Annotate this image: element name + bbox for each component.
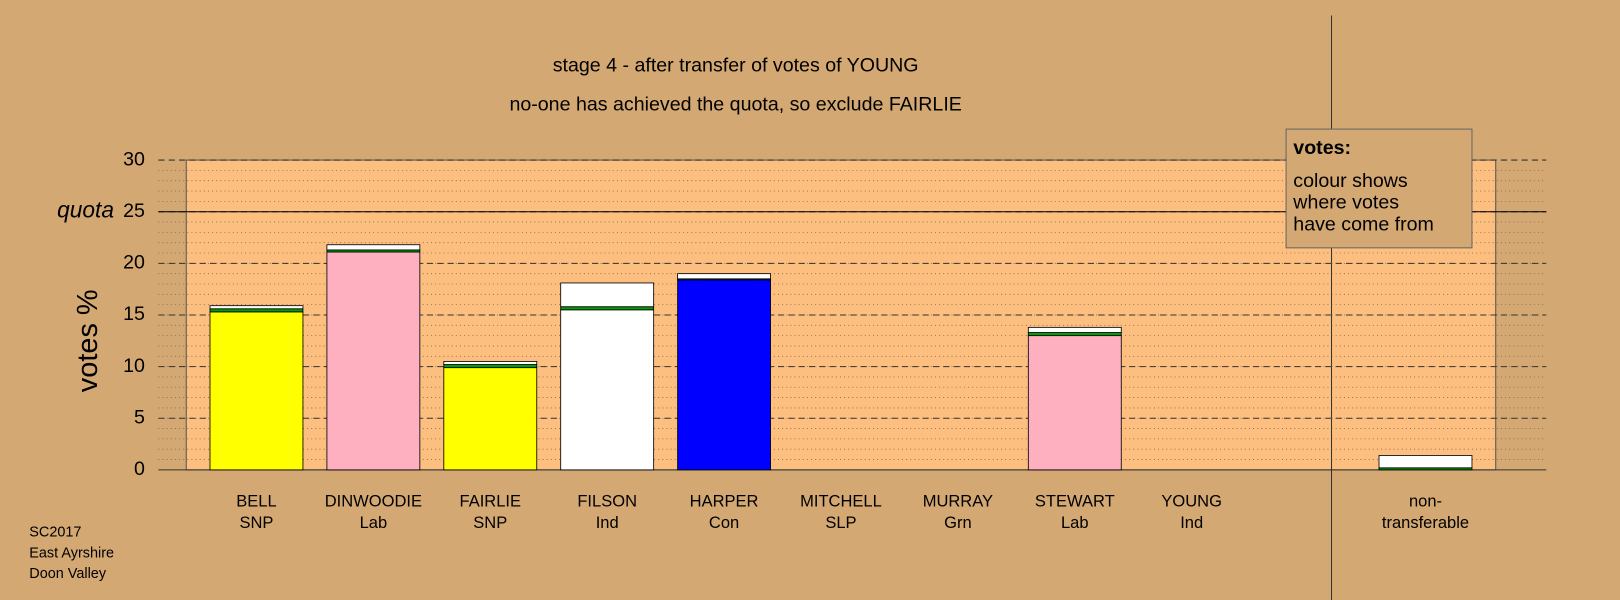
x-tick-sublabel: SLP <box>825 513 856 532</box>
x-tick-sublabel: Grn <box>944 513 972 532</box>
bar-segment <box>443 367 538 471</box>
y-tick-label: 30 <box>123 148 145 170</box>
legend-text: have come from <box>1293 213 1434 235</box>
x-tick-sublabel: SNP <box>473 513 507 532</box>
x-tick-sublabel: Lab <box>360 513 388 532</box>
x-tick-label: HARPER <box>690 491 759 510</box>
legend-title: votes: <box>1293 137 1351 159</box>
bar-segment <box>560 306 655 311</box>
bar-segment <box>1027 335 1122 471</box>
bar-segment <box>677 279 771 471</box>
x-tick-label: non- <box>1409 491 1442 510</box>
y-axis-label: votes % <box>72 289 104 392</box>
legend-text: where votes <box>1292 192 1399 214</box>
bar-segment <box>677 273 771 280</box>
bar-segment <box>209 308 304 313</box>
x-tick-label: STEWART <box>1035 491 1115 510</box>
bar-segment <box>443 364 538 369</box>
x-tick-sublabel: SNP <box>239 513 273 532</box>
quota-label: quota <box>57 197 114 223</box>
footer-line: Doon Valley <box>29 566 107 582</box>
x-tick-label: FILSON <box>577 491 637 510</box>
bar-segment <box>560 309 655 471</box>
footer-line: SC2017 <box>29 525 81 541</box>
chart-subtitle: no-one has achieved the quota, so exclud… <box>509 94 961 116</box>
bar-segment <box>1027 332 1122 337</box>
legend: votes: colour shows where votes have com… <box>1285 128 1473 249</box>
x-tick-label: BELL <box>236 491 276 510</box>
x-tick-sublabel: transferable <box>1382 513 1469 532</box>
legend-box <box>1285 128 1473 249</box>
legend-text: colour shows <box>1293 170 1408 192</box>
x-tick-label: YOUNG <box>1161 491 1222 510</box>
x-tick-label: MURRAY <box>923 491 993 510</box>
bar-segment <box>326 251 421 471</box>
y-tick-label: 0 <box>134 458 145 480</box>
y-tick-label: 15 <box>123 303 145 325</box>
x-tick-label: MITCHELL <box>800 491 882 510</box>
bar-segment <box>1027 326 1122 333</box>
x-tick-sublabel: Ind <box>596 513 619 532</box>
x-tick-sublabel: Ind <box>1180 513 1203 532</box>
y-tick-label: 20 <box>123 252 145 274</box>
x-tick-sublabel: Con <box>709 513 739 532</box>
x-tick-label: FAIRLIE <box>460 491 521 510</box>
chart-title: stage 4 - after transfer of votes of YOU… <box>553 54 919 76</box>
y-tick-label: 10 <box>123 355 145 377</box>
y-tick-label: 25 <box>123 200 145 222</box>
bar-segment <box>209 305 304 310</box>
plot: 0 5 10 15 20 25 30 quota BELL SNP DINWOODIE Lab FAIR… <box>57 148 1547 532</box>
bar-segment <box>1378 455 1473 469</box>
x-tick-sublabel: Lab <box>1061 513 1089 532</box>
x-tick-label: DINWOODIE <box>325 491 422 510</box>
bar-segment <box>326 244 421 251</box>
bar-segment <box>443 361 538 365</box>
bar-segment <box>560 282 655 308</box>
footer-line: East Ayrshire <box>29 545 114 561</box>
y-tick-label: 5 <box>134 406 145 428</box>
bar-segment <box>209 311 304 471</box>
